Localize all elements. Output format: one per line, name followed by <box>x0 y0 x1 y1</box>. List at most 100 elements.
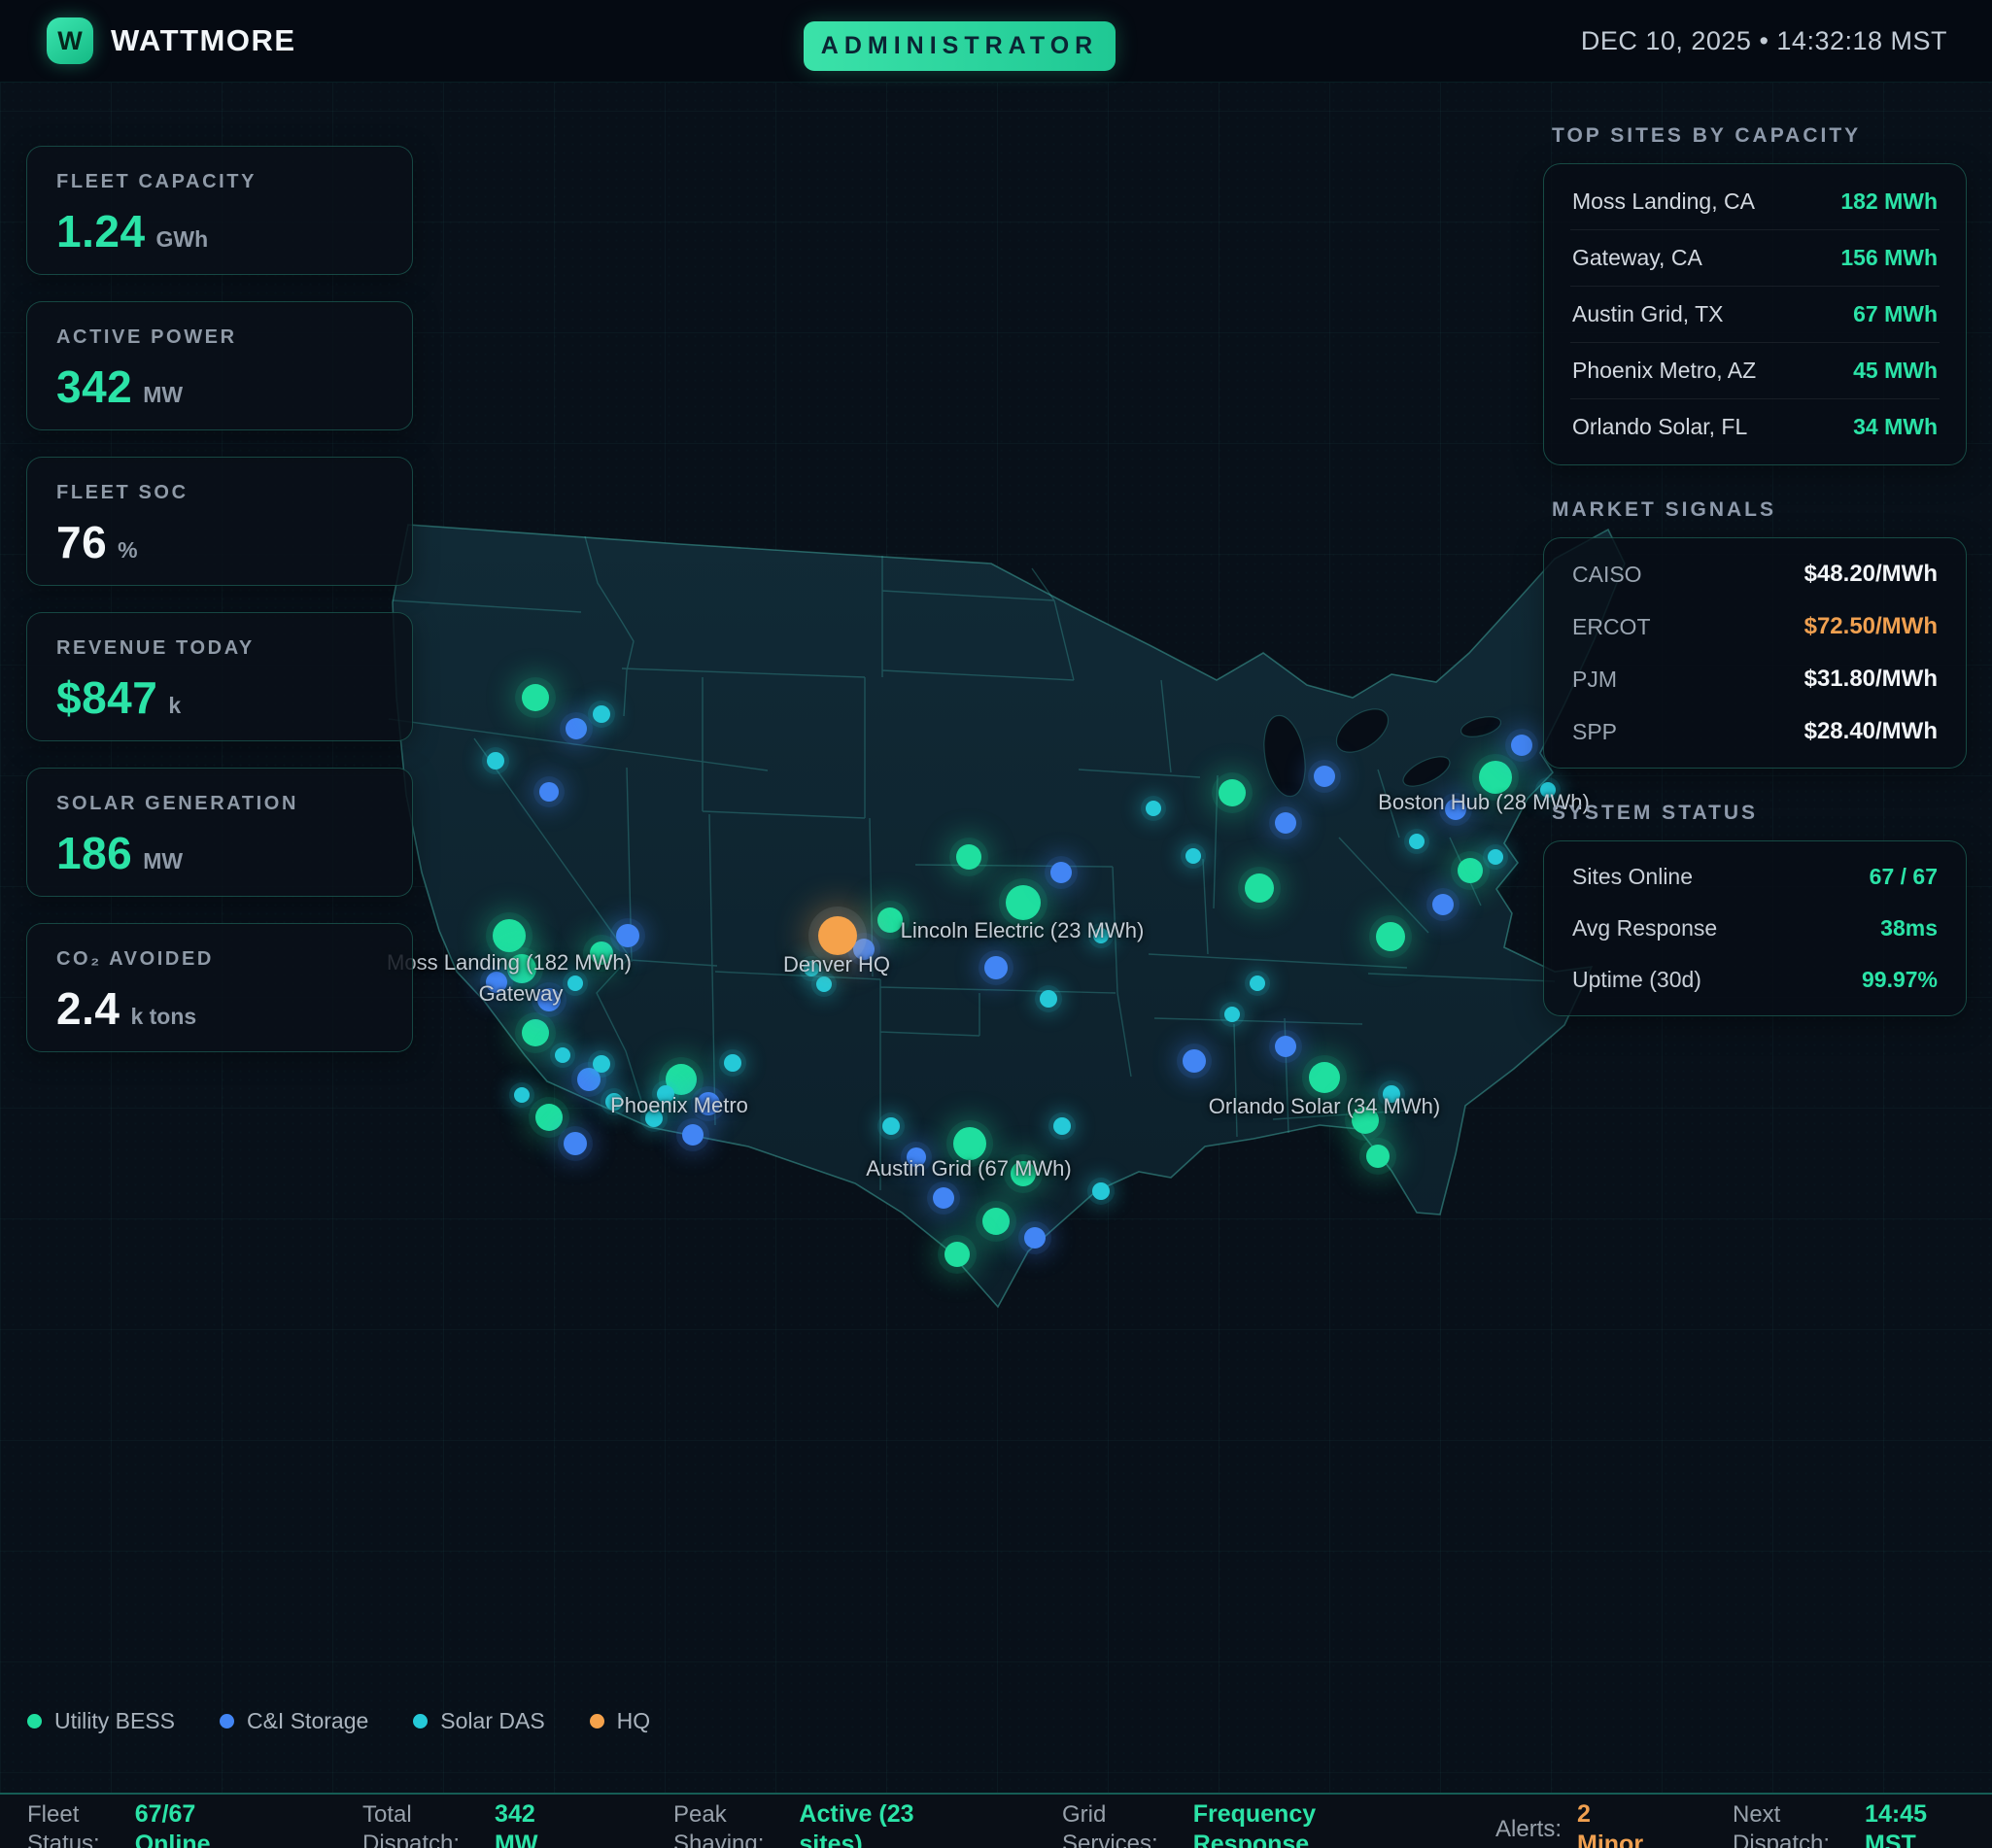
site-dot-ci[interactable] <box>537 988 561 1011</box>
system-status-panel: Sites Online 67 / 67 Avg Response 38ms U… <box>1543 840 1967 1016</box>
bottom-status-bar: Fleet Status: 67/67 Online Total Dispatc… <box>0 1793 1992 1848</box>
top-site-capacity: 67 MWh <box>1853 301 1938 326</box>
status-bar-item: Alerts: 2 Minor <box>1495 1799 1733 1848</box>
market-name: SPP <box>1572 718 1618 744</box>
site-dot-bess[interactable] <box>522 684 549 711</box>
site-dot-bess[interactable] <box>1458 858 1483 883</box>
site-dot-ci[interactable] <box>1432 894 1454 915</box>
site-dot-solar[interactable] <box>593 705 610 723</box>
site-dot-solar[interactable] <box>1250 975 1265 991</box>
legend-item[interactable]: Solar DAS <box>413 1708 545 1734</box>
market-name: ERCOT <box>1572 613 1651 639</box>
site-dot-bess[interactable] <box>1245 873 1274 903</box>
site-dot-solar[interactable] <box>605 1093 623 1111</box>
site-dot-bess[interactable] <box>493 919 526 952</box>
site-dot-solar[interactable] <box>1383 1085 1400 1103</box>
site-dot-bess[interactable] <box>1309 1062 1340 1093</box>
site-dot-ci[interactable] <box>984 956 1008 979</box>
kpi-card: ACTIVE POWER 342 MW <box>26 301 413 430</box>
site-dot-ci[interactable] <box>1314 766 1335 787</box>
site-dot-bess[interactable] <box>1376 922 1405 951</box>
site-dot-solar[interactable] <box>514 1087 530 1103</box>
site-dot-bess[interactable] <box>1479 761 1512 794</box>
site-dot-solar[interactable] <box>1040 990 1057 1008</box>
status-bar-label: Peak Shaving: <box>673 1801 765 1848</box>
site-dot-ci[interactable] <box>853 939 875 960</box>
site-dot-solar[interactable] <box>593 1055 610 1073</box>
site-dot-bess[interactable] <box>1352 1107 1379 1134</box>
site-dot-bess[interactable] <box>877 907 903 933</box>
site-dot-solar[interactable] <box>645 1110 663 1127</box>
administrator-badge[interactable]: ADMINISTRATOR <box>804 21 1116 71</box>
system-status-heading: SYSTEM STATUS <box>1552 802 1759 824</box>
site-dot-bess[interactable] <box>507 954 536 983</box>
site-dot-solar[interactable] <box>1093 928 1109 943</box>
site-dot-solar[interactable] <box>724 1054 741 1072</box>
site-dot-ci[interactable] <box>697 1092 720 1115</box>
site-dot-solar[interactable] <box>555 1047 570 1063</box>
site-dot-bess[interactable] <box>1006 885 1041 920</box>
site-dot-solar[interactable] <box>1053 1117 1071 1135</box>
site-dot-solar[interactable] <box>487 752 504 770</box>
site-dot-solar[interactable] <box>1488 849 1503 865</box>
site-dot-solar[interactable] <box>1146 801 1161 816</box>
site-dot-solar[interactable] <box>882 1117 900 1135</box>
site-dot-solar[interactable] <box>1185 848 1201 864</box>
site-dot-bess[interactable] <box>522 1019 549 1046</box>
legend-item[interactable]: HQ <box>589 1708 650 1734</box>
site-dot-ci[interactable] <box>907 1147 926 1167</box>
site-dot-ci[interactable] <box>539 782 559 802</box>
kpi-value-row: 342 MW <box>56 360 383 413</box>
market-signals-heading: MARKET SIGNALS <box>1552 498 1776 521</box>
market-price: $31.80/MWh <box>1803 666 1938 692</box>
site-dot-solar[interactable] <box>1409 834 1425 849</box>
site-dot-solar[interactable] <box>1092 1182 1110 1200</box>
site-dot-ci[interactable] <box>1275 1036 1296 1057</box>
site-dot-bess[interactable] <box>1011 1161 1036 1186</box>
kpi-label: FLEET CAPACITY <box>56 171 258 192</box>
legend-item[interactable]: Utility BESS <box>27 1708 175 1734</box>
site-dot-solar[interactable] <box>657 1085 674 1103</box>
status-value: 38ms <box>1880 915 1938 941</box>
site-dot-bess[interactable] <box>590 941 613 965</box>
site-dot-ci[interactable] <box>1511 735 1532 756</box>
kpi-unit: k <box>168 693 182 718</box>
kpi-label: SOLAR GENERATION <box>56 793 299 814</box>
site-dot-solar[interactable] <box>816 976 832 992</box>
site-dot-bess[interactable] <box>953 1127 986 1160</box>
site-dot-solar[interactable] <box>1540 782 1556 798</box>
site-dot-bess[interactable] <box>982 1208 1010 1235</box>
status-bar-item: Total Dispatch: 342 MW <box>362 1799 673 1848</box>
site-dot-solar[interactable] <box>1224 1007 1240 1022</box>
kpi-label: FLEET SOC <box>56 482 189 503</box>
site-dot-bess[interactable] <box>1366 1145 1390 1168</box>
site-dot-ci[interactable] <box>933 1187 954 1209</box>
site-dot-ci[interactable] <box>616 924 639 947</box>
top-site-row[interactable]: Gateway, CA 156 MWh <box>1570 230 1940 287</box>
site-dot-ci[interactable] <box>486 972 507 993</box>
status-name: Uptime (30d) <box>1572 967 1701 992</box>
site-dot-ci[interactable] <box>564 1132 587 1155</box>
top-site-row[interactable]: Orlando Solar, FL 34 MWh <box>1570 399 1940 455</box>
top-site-row[interactable]: Phoenix Metro, AZ 45 MWh <box>1570 343 1940 399</box>
site-dot-bess[interactable] <box>956 844 981 870</box>
site-dot-ci[interactable] <box>1183 1049 1206 1073</box>
kpi-value: 2.4 <box>56 983 120 1034</box>
site-dot-ci[interactable] <box>682 1124 704 1146</box>
site-dot-hq[interactable] <box>818 916 857 955</box>
site-dot-ci[interactable] <box>1275 812 1296 834</box>
top-site-row[interactable]: Moss Landing, CA 182 MWh <box>1570 174 1940 230</box>
site-label: Orlando Solar (34 MWh) <box>1208 1094 1441 1118</box>
site-dot-ci[interactable] <box>1024 1227 1046 1249</box>
site-dot-bess[interactable] <box>944 1242 970 1267</box>
site-dot-solar[interactable] <box>567 975 583 991</box>
site-dot-ci[interactable] <box>1445 799 1466 820</box>
top-site-row[interactable]: Austin Grid, TX 67 MWh <box>1570 287 1940 343</box>
site-dot-bess[interactable] <box>535 1104 563 1131</box>
site-dot-bess[interactable] <box>1219 779 1246 806</box>
site-dot-ci[interactable] <box>566 718 587 739</box>
legend-item[interactable]: C&I Storage <box>219 1708 368 1734</box>
site-dot-ci[interactable] <box>1050 862 1072 883</box>
site-dot-solar[interactable] <box>804 961 819 976</box>
